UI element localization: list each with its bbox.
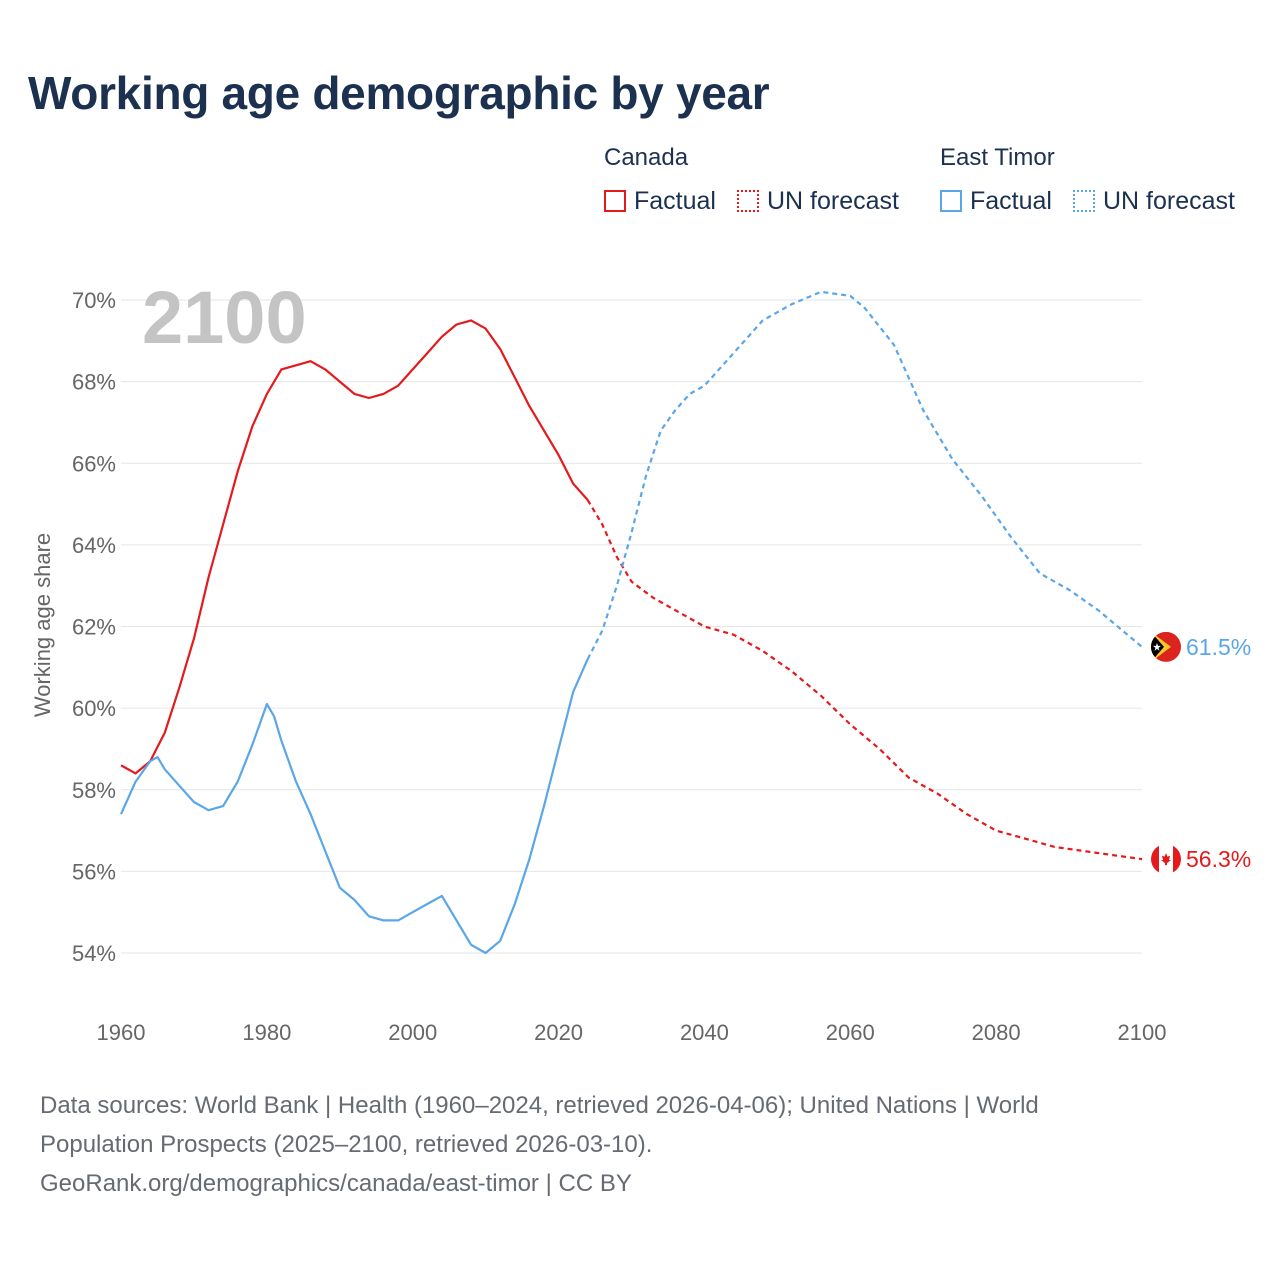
y-tick-label: 66% [72, 451, 116, 476]
legend-group-canada: Canada [604, 144, 689, 171]
legend-canada-factual-label: Factual [634, 186, 716, 215]
legend-group-east-timor: East Timor [940, 144, 1055, 171]
legend-east-timor-factual[interactable]: Factual [940, 186, 1052, 216]
x-tick-label: 1980 [242, 1020, 291, 1045]
x-tick-label: 2040 [680, 1020, 729, 1045]
y-tick-label: 58% [72, 778, 116, 803]
chart-title: Working age demographic by year [28, 67, 770, 119]
legend-east-timor-factual-swatch [940, 190, 962, 212]
y-tick-label: 64% [72, 533, 116, 558]
legend-canada-forecast[interactable]: UN forecast [737, 186, 899, 216]
sources-line-2: Population Prospects (2025–2100, retriev… [40, 1131, 653, 1158]
y-tick-label: 70% [72, 288, 116, 313]
y-tick-label: 62% [72, 615, 116, 640]
legend-east-timor-forecast-label: UN forecast [1103, 186, 1235, 215]
x-tick-label: 2060 [826, 1020, 875, 1045]
x-tick-label: 2080 [972, 1020, 1021, 1045]
east-timor-flag-icon [1151, 631, 1181, 662]
y-axis-ticks: 54% 56% 58% 60% 62% 64% 66% 68% 70% [72, 288, 116, 966]
east-timor-end-label: 61.5% [1186, 634, 1251, 660]
legend-canada-forecast-swatch [737, 190, 759, 212]
east-timor-forecast-line [586, 290, 1143, 660]
legend-east-timor-factual-label: Factual [970, 186, 1052, 215]
series-lines [119, 290, 1143, 955]
x-tick-label: 1960 [97, 1020, 146, 1045]
legend-east-timor-forecast[interactable]: UN forecast [1073, 186, 1235, 216]
canada-factual-line [120, 319, 589, 775]
legend-canada-forecast-label: UN forecast [767, 186, 899, 215]
y-tick-label: 56% [72, 859, 116, 884]
canada-flag-icon [1151, 844, 1181, 875]
x-axis-ticks: 1960 1980 2000 2020 2040 2060 2080 2100 [97, 1020, 1167, 1045]
year-overlay: 2100 [142, 276, 307, 359]
y-tick-label: 54% [72, 941, 116, 966]
canada-forecast-line [586, 499, 1143, 861]
canada-end-label: 56.3% [1186, 846, 1251, 872]
data-sources: Data sources: World Bank | Health (1960–… [40, 1086, 1220, 1203]
legend-east-timor-forecast-swatch [1073, 190, 1095, 212]
sources-line-3[interactable]: GeoRank.org/demographics/canada/east-tim… [40, 1170, 632, 1197]
x-tick-label: 2000 [388, 1020, 437, 1045]
sources-line-1: Data sources: World Bank | Health (1960–… [40, 1092, 1039, 1119]
x-tick-label: 2020 [534, 1020, 583, 1045]
legend-canada-factual[interactable]: Factual [604, 186, 716, 216]
y-tick-label: 68% [72, 370, 116, 395]
grid-lines [121, 299, 1142, 954]
x-tick-label: 2100 [1118, 1020, 1167, 1045]
east-timor-factual-line [119, 658, 589, 955]
y-axis-label: Working age share [30, 533, 55, 717]
legend-canada-factual-swatch [604, 190, 626, 212]
y-tick-label: 60% [72, 696, 116, 721]
